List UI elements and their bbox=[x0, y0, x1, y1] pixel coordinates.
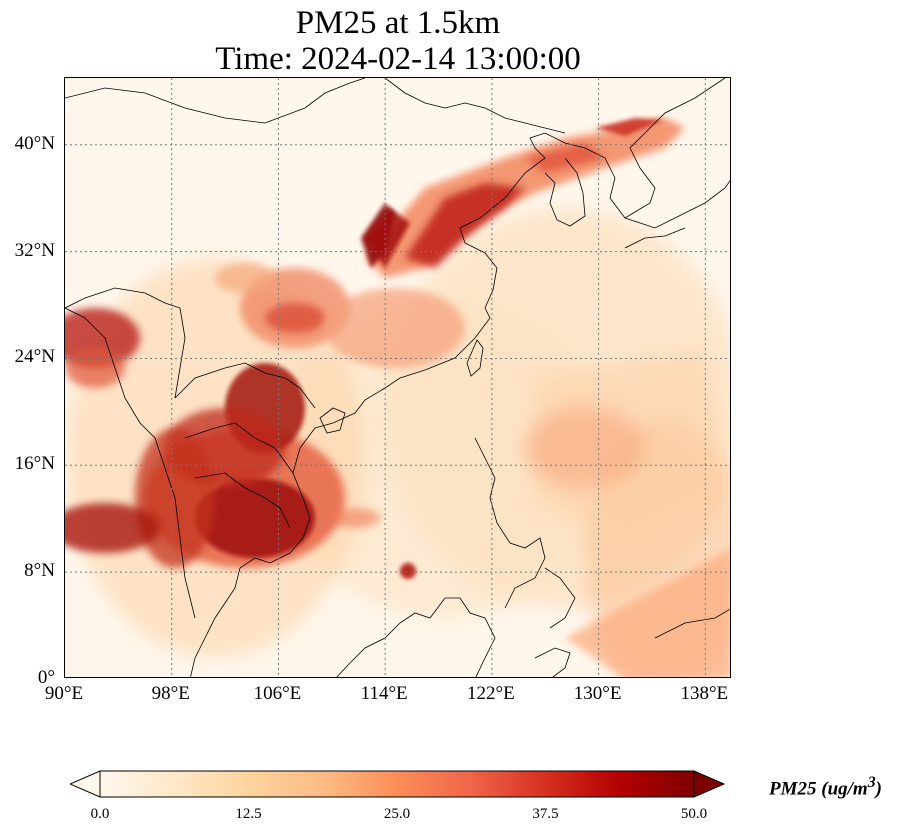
lon-tick-label: 138°E bbox=[680, 683, 729, 704]
lon-tick-label: 98°E bbox=[151, 683, 190, 704]
colorbar-max-extend bbox=[693, 770, 725, 798]
pm25-concentration-field bbox=[65, 118, 730, 677]
graticule bbox=[65, 78, 730, 677]
colorbar-tick-label: 12.5 bbox=[235, 806, 262, 822]
lat-tick-label: 8°N bbox=[24, 560, 55, 582]
lat-tick-label: 32°N bbox=[14, 239, 55, 261]
map-subtitle-time: Time: 2024-02-14 13:00:00 bbox=[215, 41, 581, 77]
lon-tick-label: 114°E bbox=[360, 683, 408, 704]
lon-tick-label: 122°E bbox=[467, 683, 515, 704]
lon-tick-label: 130°E bbox=[573, 683, 622, 704]
lat-tick-label: 40°N bbox=[14, 132, 55, 154]
map-title: PM25 at 1.5km bbox=[295, 5, 501, 41]
pm25-field-map bbox=[65, 78, 730, 677]
colorbar-tick-label: 50.0 bbox=[680, 806, 708, 822]
lat-tick-label: 16°N bbox=[14, 453, 55, 475]
colorbar-tick-label: 37.5 bbox=[532, 806, 559, 822]
colorbar-tick-label: 25.0 bbox=[383, 806, 411, 822]
lat-tick-label: 24°N bbox=[14, 346, 55, 368]
map-panel bbox=[64, 77, 731, 678]
lat-tick-label: 0° bbox=[37, 667, 55, 688]
coastline-borders bbox=[65, 78, 730, 677]
colorbar-gradient bbox=[99, 770, 695, 798]
lon-tick-label: 106°E bbox=[253, 683, 302, 704]
colorbar-tick-label: 0.0 bbox=[90, 806, 110, 822]
colorbar-label: PM25 (ug/m3) bbox=[769, 774, 882, 800]
colorbar-min-extend bbox=[70, 770, 101, 798]
lon-tick-label: 90°E bbox=[44, 683, 84, 704]
colorbar bbox=[70, 770, 725, 798]
